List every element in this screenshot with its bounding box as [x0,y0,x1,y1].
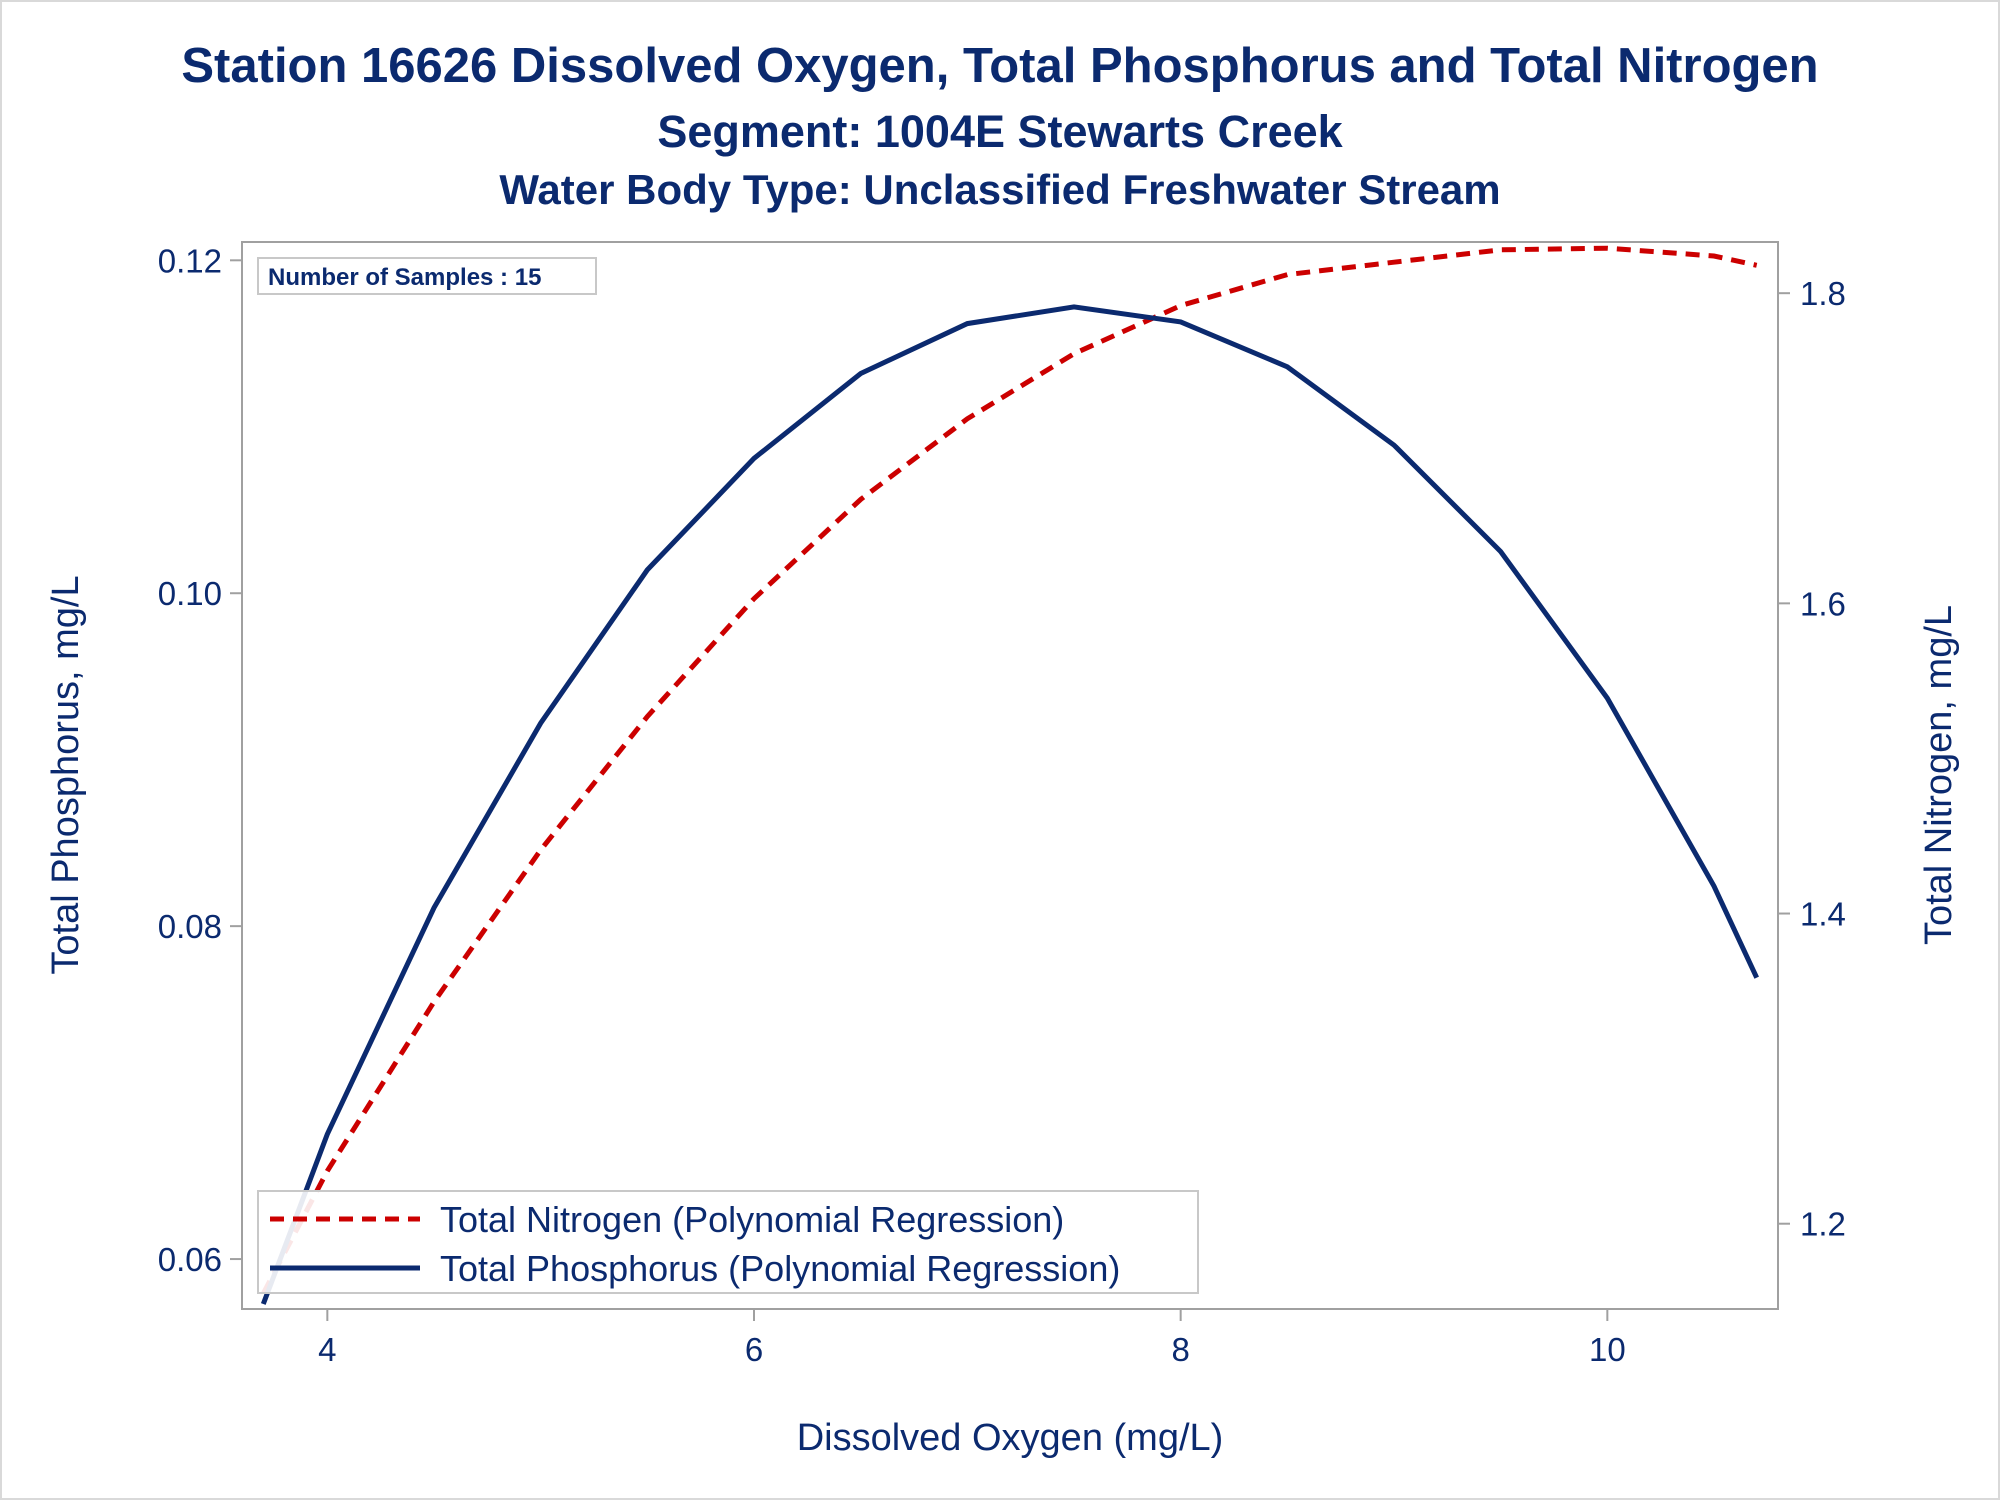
x-axis-title: Dissolved Oxygen (mg/L) [797,1417,1224,1459]
series-line-total-phosphorus [260,304,1759,1305]
legend-label-total-phosphorus: Total Phosphorus (Polynomial Regression) [440,1248,1120,1289]
chart-title: Station 16626 Dissolved Oxygen, Total Ph… [181,39,1819,93]
y2-tick-label: 1.8 [1800,275,1846,312]
y-axis-ticks: 0.06 0.08 0.10 0.12 [158,242,242,1278]
y-tick-label: 0.06 [158,1241,222,1278]
y-tick-label: 0.12 [158,242,222,279]
legend-box [257,1190,1199,1294]
legend: Total Nitrogen (Polynomial Regression) T… [257,1190,1199,1294]
y2-axis-ticks: 1.2 1.4 1.6 1.8 [1778,275,1846,1243]
series-line-total-nitrogen [261,245,1758,1295]
sample-count-label: Number of Samples : 15 [268,264,541,291]
y2-tick-label: 1.4 [1800,896,1846,933]
legend-label-total-nitrogen: Total Nitrogen (Polynomial Regression) [440,1199,1064,1240]
x-axis-ticks: 4 6 8 10 [318,1309,1626,1368]
y-tick-label: 0.10 [158,575,222,612]
sample-count-inset: Number of Samples : 15 [257,257,597,295]
x-tick-label: 4 [318,1331,336,1368]
y-tick-label: 0.08 [158,908,222,945]
sample-count-box [257,257,597,295]
y-axis-title: Total Phosphorus, mg/L [45,575,87,974]
y2-axis-title: Total Nitrogen, mg/L [1918,605,1960,945]
chart-subtitle-water-body: Water Body Type: Unclassified Freshwater… [499,166,1501,213]
y2-tick-label: 1.6 [1800,585,1846,622]
x-tick-label: 10 [1589,1331,1626,1368]
plot-frame [241,241,1779,1310]
x-tick-label: 6 [745,1331,763,1368]
chart-subtitle-segment: Segment: 1004E Stewarts Creek [657,106,1343,157]
x-tick-label: 8 [1171,1331,1189,1368]
y2-tick-label: 1.2 [1800,1206,1846,1243]
